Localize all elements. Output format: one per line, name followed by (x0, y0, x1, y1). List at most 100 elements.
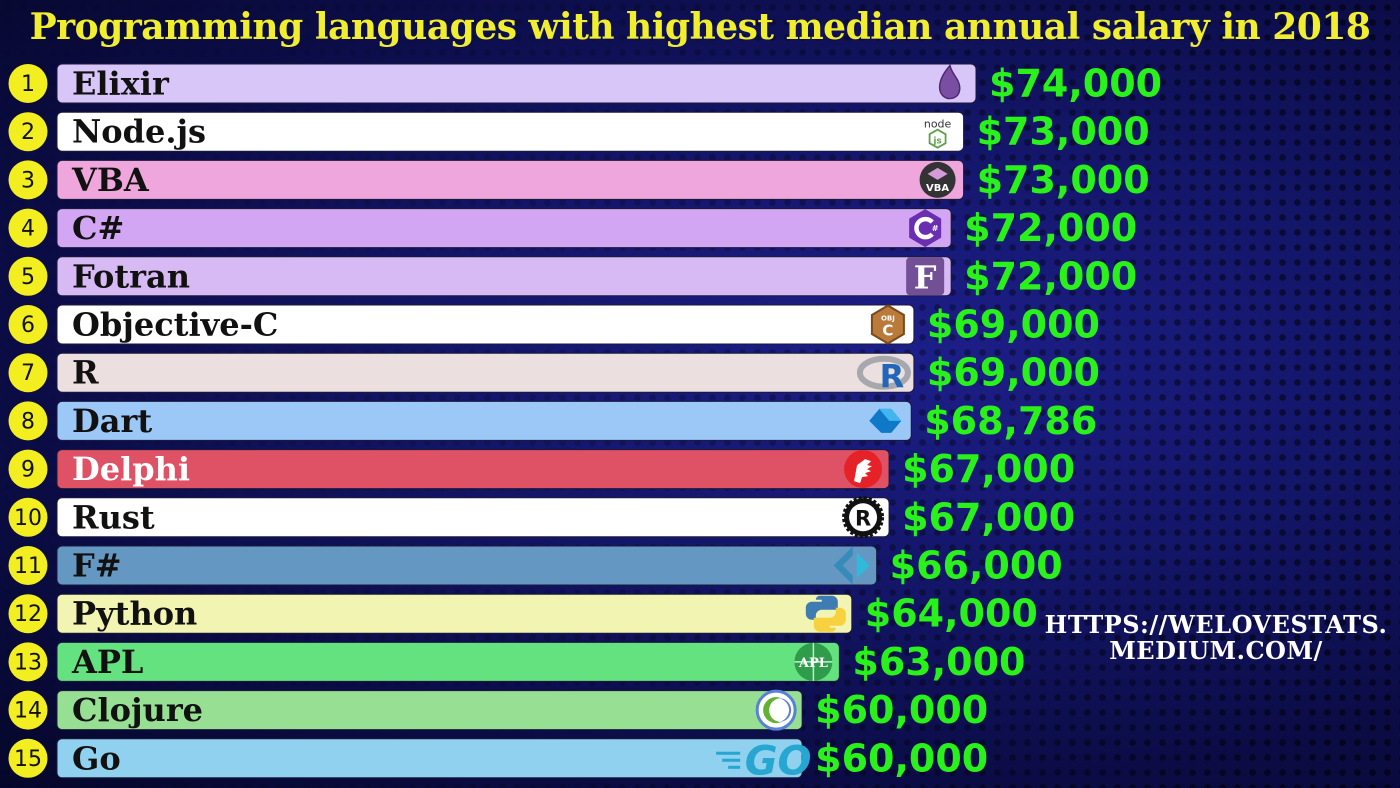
rank-number: 2 (21, 120, 35, 145)
bar-row: 4 C# # $72,000 (8, 206, 1137, 250)
rust-icon: R (842, 496, 885, 539)
clojure-icon (755, 689, 797, 731)
bar-row: 10 Rust R $67,000 (8, 495, 1075, 539)
bar-value-label: $60,000 (815, 736, 988, 780)
clojure-blue (779, 698, 792, 723)
bar (56, 159, 965, 200)
bar-category-label: APL (71, 643, 143, 681)
fsharp-left (833, 546, 853, 585)
rust-inner (849, 503, 878, 532)
rank-number: 6 (21, 313, 35, 338)
bar (56, 497, 890, 538)
bar (56, 208, 952, 249)
rank-badge (8, 594, 48, 634)
bar (56, 352, 915, 393)
rank-number: 14 (14, 699, 42, 724)
bar-category-label: Rust (72, 498, 155, 536)
delphi-icon (844, 450, 883, 489)
go-word: GO (745, 738, 812, 784)
csharp-c (914, 216, 934, 240)
bar-category-label: R (72, 354, 99, 392)
dart-shade (879, 408, 902, 421)
csharp-hex (909, 209, 942, 248)
rank-badge (8, 449, 48, 489)
r-letter: R (880, 358, 905, 396)
bar-row: 8 Dart $68,786 (8, 399, 1097, 443)
rank-number: 11 (14, 554, 42, 579)
bar-value-label: $67,000 (902, 447, 1075, 491)
bar-row: 15 Go GO $60,000 (8, 736, 988, 784)
bar-row: 1 Elixir $74,000 (8, 62, 1162, 106)
bar-value-label: $64,000 (865, 592, 1038, 636)
objc-obj: OBJ (881, 315, 895, 323)
fsharp-icon (833, 546, 870, 585)
fortran-bg (906, 257, 945, 296)
bar (56, 641, 840, 682)
nodejs-word: node (924, 118, 952, 131)
bar-row: 2 Node.js node js $73,000 (8, 110, 1150, 154)
apl-text: APL (798, 656, 828, 671)
apl-icon: APL (794, 642, 833, 681)
bar-value-label: $60,000 (815, 688, 988, 732)
bar (56, 111, 965, 152)
bar-value-label: $66,000 (890, 544, 1063, 588)
vba-icon: VBA (919, 161, 956, 198)
nodejs-js: js (932, 137, 941, 147)
bar-row: 13 APL APL $63,000 (8, 640, 1025, 684)
watermark-url: HTTPS://WELOVESTATS. MEDIUM.COM/ (1044, 610, 1388, 665)
bar (56, 400, 912, 441)
rank-badge (8, 64, 48, 103)
bar-row: 5 Fotran F $72,000 (8, 254, 1137, 298)
rank-number: 7 (21, 361, 35, 386)
bar (56, 304, 915, 345)
vba-text: VBA (926, 183, 949, 194)
bar (56, 690, 803, 731)
bar-row: 7 R R $69,000 (8, 351, 1100, 396)
rank-badge (8, 160, 48, 200)
python-yellow (813, 607, 846, 632)
fsharp-right (856, 552, 870, 579)
csharp-hash: # (932, 224, 939, 233)
bar-category-label: Elixir (72, 65, 170, 103)
dart-icon (869, 408, 902, 433)
bar-category-label: Fotran (72, 257, 190, 295)
rank-badge (8, 546, 48, 585)
rank-badge (8, 353, 48, 393)
python-icon (805, 595, 846, 632)
nodejs-icon: node js (920, 114, 955, 149)
bar-category-label: C# (72, 209, 124, 247)
bar-category-label: Python (72, 595, 197, 633)
rank-number: 12 (14, 602, 42, 627)
bar-value-label: $73,000 (977, 110, 1150, 154)
bar (56, 256, 952, 297)
bar-row: 9 Delphi $67,000 (8, 447, 1075, 491)
rank-number: 4 (21, 217, 35, 242)
rank-badge (8, 401, 48, 441)
fortran-f: F (914, 258, 937, 296)
bar-value-label: $74,000 (989, 62, 1162, 106)
elixir-icon (938, 63, 961, 100)
rank-badge (8, 738, 48, 778)
rank-badge (8, 642, 48, 682)
rank-number: 15 (14, 747, 42, 772)
bar-category-label: VBA (71, 161, 150, 199)
python-blue (805, 595, 838, 620)
bar-row: 11 F# $66,000 (8, 544, 1063, 588)
bar-value-label: $69,000 (927, 303, 1100, 347)
rank-badge (8, 112, 48, 152)
bar-category-label: Objective-C (72, 306, 278, 344)
clojure-green (763, 697, 782, 724)
bar (56, 738, 803, 779)
fortran-icon: F (906, 257, 945, 296)
rank-number: 5 (21, 265, 35, 290)
bar (56, 593, 853, 634)
bar-category-label: Dart (72, 402, 152, 440)
bar-value-label: $68,786 (924, 399, 1097, 443)
rank-number: 13 (14, 650, 42, 675)
bar-value-label: $63,000 (852, 640, 1025, 684)
bar-value-label: $72,000 (964, 206, 1137, 250)
bar-row: 12 Python $64,000 (8, 592, 1038, 636)
